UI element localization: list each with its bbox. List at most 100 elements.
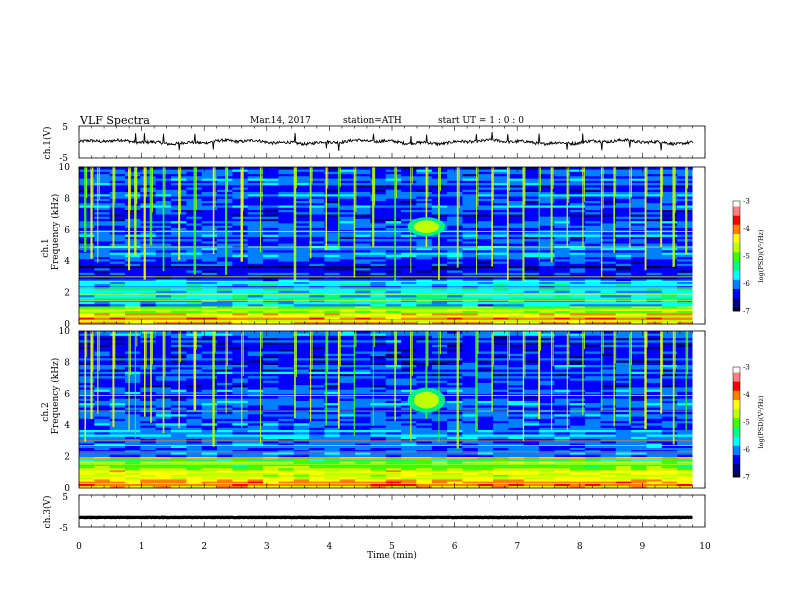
spec-cell [385, 281, 402, 284]
spec-cell [401, 384, 417, 388]
spec-cell [186, 283, 203, 287]
spec-cell [140, 414, 157, 417]
spec-cell [155, 483, 172, 487]
spec-cell [600, 445, 617, 448]
spec-cell [600, 214, 617, 217]
spec-cell [140, 196, 157, 199]
spec-cell [631, 378, 647, 381]
spec-cell [293, 234, 310, 237]
spec-cell [217, 232, 233, 235]
spec-cell [585, 391, 601, 395]
spec-cell [109, 232, 126, 235]
spec-cell [401, 191, 417, 195]
spec-cell [385, 276, 402, 280]
spec-cell [554, 236, 571, 240]
spec-cell [462, 205, 479, 208]
spec-cell [447, 250, 463, 253]
colorbar-cell [733, 217, 740, 220]
spec-cell [232, 290, 249, 293]
spec-cell [155, 308, 172, 311]
spec-cell [370, 461, 387, 464]
spec-cell [263, 290, 279, 293]
spec-cell [508, 196, 525, 199]
spec-cell [140, 384, 157, 388]
spec-cell [661, 263, 678, 266]
spec-cell [355, 243, 371, 246]
spec-cell [201, 285, 218, 289]
spec-cell [585, 452, 601, 455]
spec-cell [462, 234, 479, 237]
spec-cell [94, 236, 111, 240]
spec-cell [416, 171, 433, 175]
spec-cell [94, 467, 111, 471]
spec-cell [201, 391, 218, 395]
spec-cell [661, 418, 678, 422]
spec-cell [79, 472, 95, 475]
spec-cell [171, 474, 187, 478]
spec-cell [232, 220, 249, 224]
spec-cell [263, 405, 279, 408]
spec-cell [600, 202, 617, 206]
spec-cell [401, 387, 417, 390]
spec-cell [416, 202, 433, 206]
spec-cell [646, 189, 663, 192]
spec-cell [661, 252, 678, 255]
spec-cell [171, 461, 187, 464]
spec-cell [355, 270, 371, 273]
spec-cell [140, 214, 157, 217]
spec-cell [508, 220, 525, 224]
spec-cell [94, 216, 111, 219]
spec-cell [508, 396, 525, 399]
spec-cell [140, 321, 157, 325]
spec-cell [385, 420, 402, 424]
spec-cell [370, 250, 387, 253]
spec-cell [201, 276, 218, 280]
spec-cell [355, 423, 371, 426]
spec-cell [186, 420, 203, 424]
spec-cell [569, 303, 586, 307]
spec-cell [447, 483, 463, 487]
spec-cell [585, 449, 601, 453]
spec-cell [370, 193, 387, 197]
spec-cell [493, 436, 509, 439]
spec-cell [401, 294, 417, 298]
spec-cell [278, 449, 295, 453]
spec-cell [493, 454, 509, 457]
spec-cell [125, 211, 141, 215]
spec-cell [232, 238, 249, 242]
spec-cell [109, 418, 126, 422]
spec-cell [554, 440, 571, 444]
spec-cell [493, 387, 509, 390]
spec-cell [416, 479, 433, 482]
spec-cell [493, 483, 509, 487]
spec-cell [431, 319, 448, 323]
spec-cell [523, 411, 540, 415]
spec-cell [232, 449, 249, 453]
spec-cell [631, 288, 647, 291]
spec-cell [278, 270, 295, 273]
spec-cell [109, 270, 126, 273]
spec-cell [370, 303, 387, 307]
spec-cell [339, 485, 356, 489]
spec-cell [355, 411, 371, 415]
spec-cell [94, 272, 111, 275]
spec-cell [677, 276, 693, 280]
spec-cell [263, 443, 279, 446]
spec-cell [339, 200, 356, 204]
spec-cell [171, 447, 187, 451]
spec-cell [278, 319, 295, 323]
spec-cell [247, 281, 264, 284]
spec-cell [646, 402, 663, 406]
spec-cell [263, 216, 279, 219]
spec-cell [493, 467, 509, 471]
spec-cell [278, 418, 295, 422]
spec-cell [585, 427, 601, 430]
spec-cell [462, 427, 479, 430]
spec-cell [585, 378, 601, 381]
spec-cell [523, 440, 540, 444]
spec-cell [186, 483, 203, 487]
spec-cell [447, 445, 463, 448]
spec-cell [508, 384, 525, 388]
spec-cell [186, 423, 203, 426]
spec-cell [217, 434, 233, 437]
